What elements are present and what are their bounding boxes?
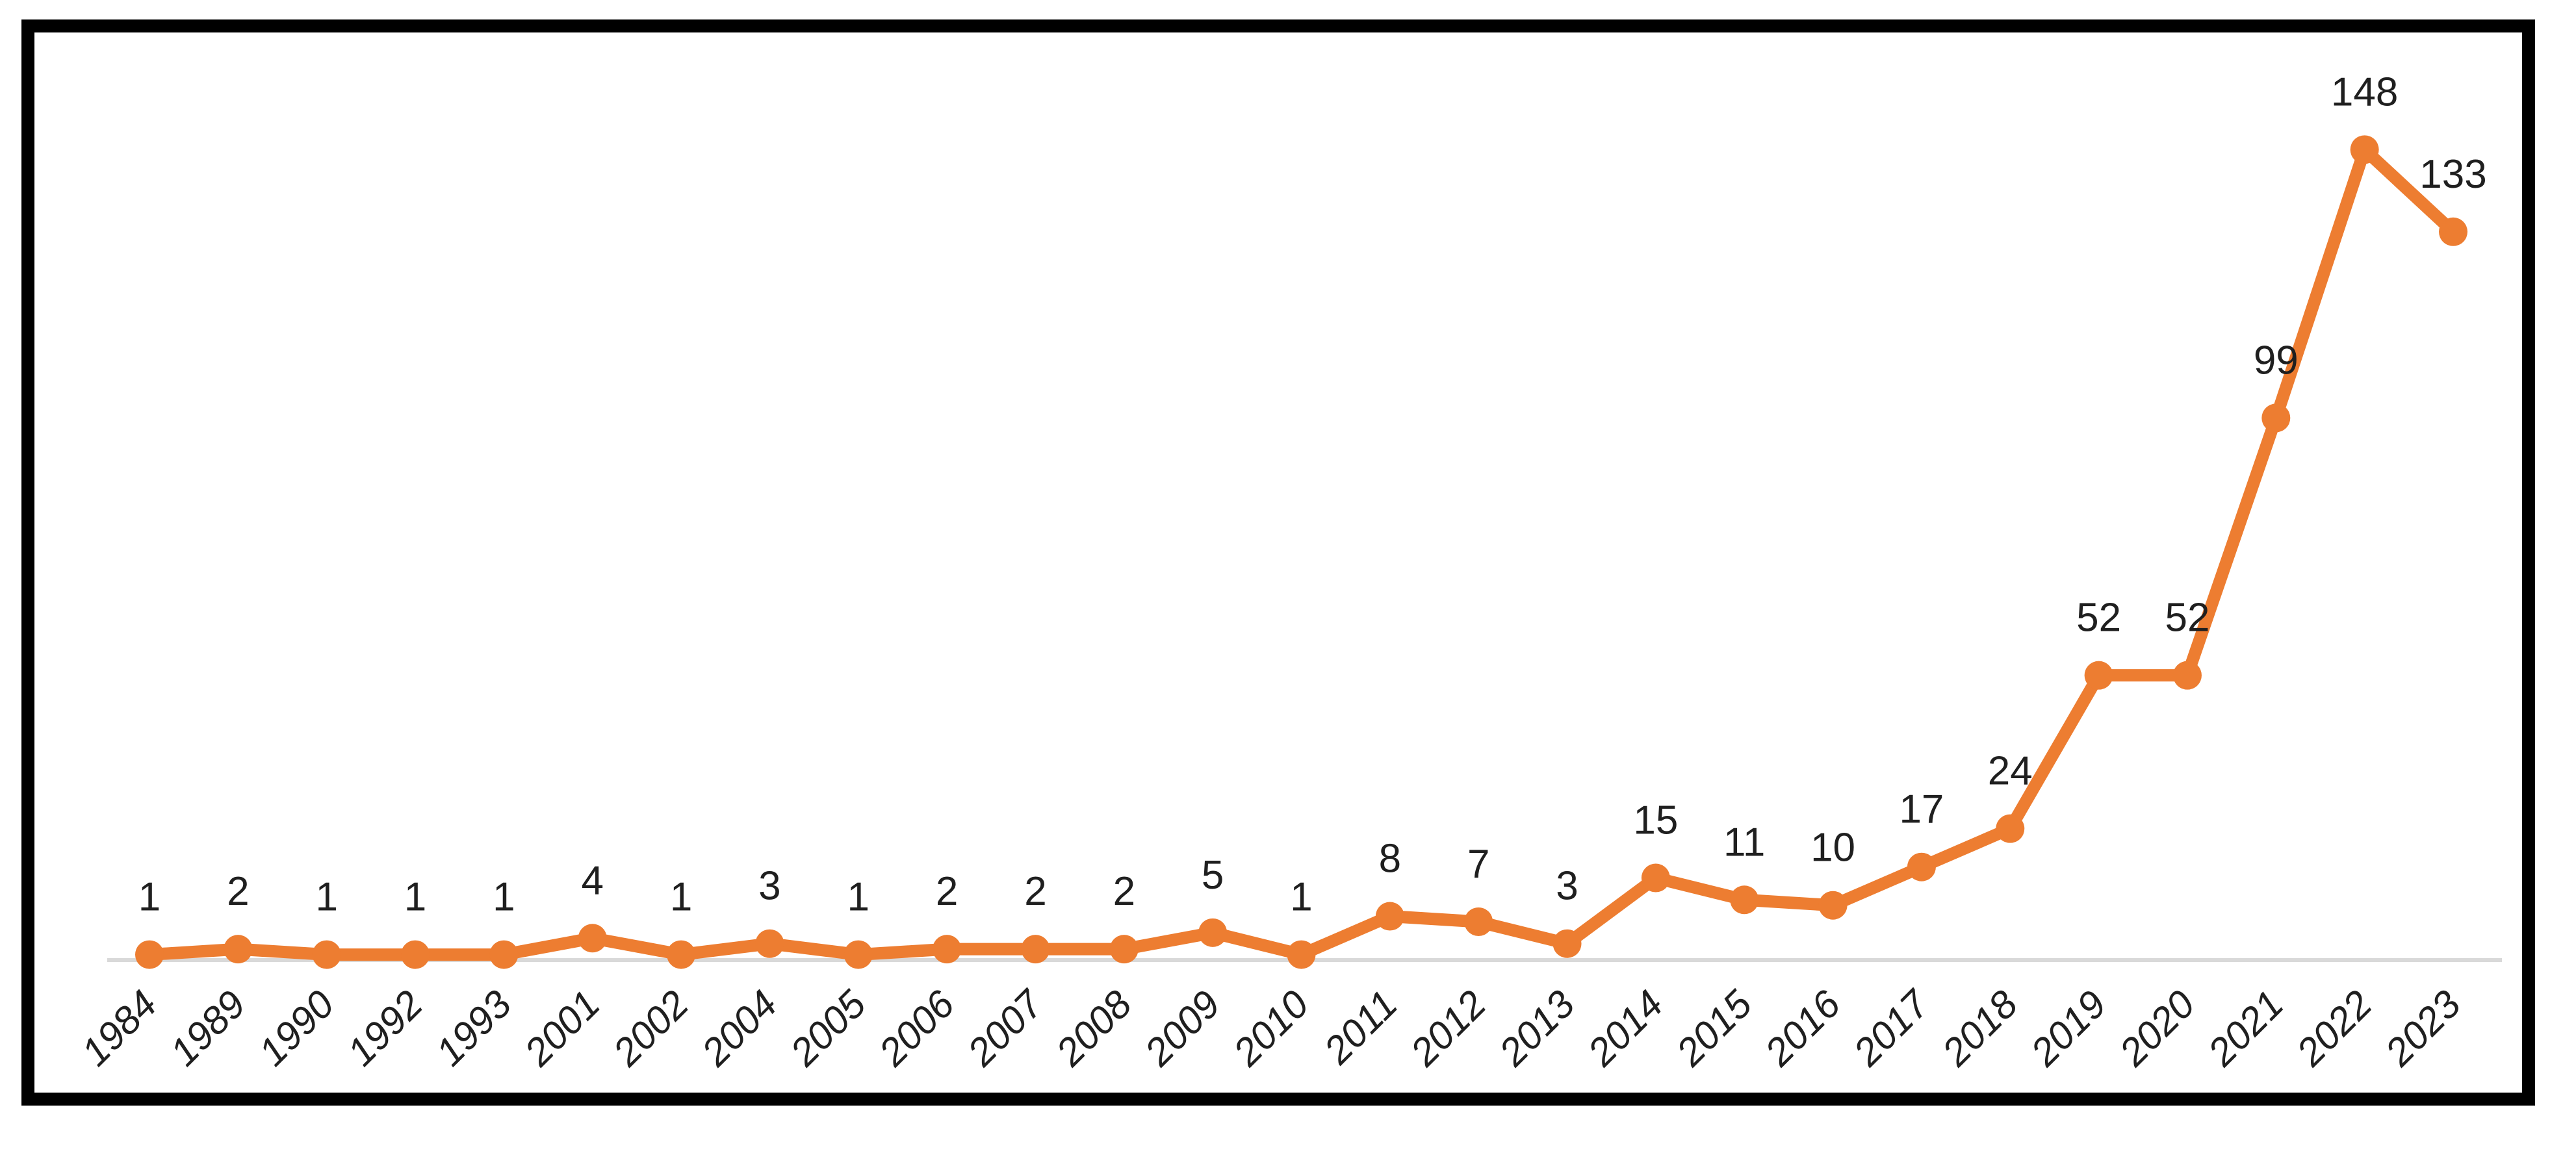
data-point-marker <box>1287 940 1316 969</box>
data-label: 1 <box>138 875 161 920</box>
data-point-marker <box>1818 891 1848 920</box>
x-axis-label: 2023 <box>2376 982 2469 1074</box>
x-axis-label: 2012 <box>1402 982 1494 1074</box>
data-label: 15 <box>1633 798 1678 843</box>
x-axis-label: 1984 <box>73 982 165 1074</box>
data-label: 2 <box>936 869 958 914</box>
data-label: 1 <box>1290 875 1312 920</box>
data-label: 4 <box>581 858 603 903</box>
x-axis-label: 2015 <box>1668 982 1760 1074</box>
x-axis-label: 2009 <box>1136 982 1228 1074</box>
x-axis-label: 1993 <box>428 982 520 1074</box>
data-point-marker <box>1641 863 1670 893</box>
data-point-marker <box>135 940 164 969</box>
x-axis-label: 2013 <box>1490 982 1582 1074</box>
data-point-marker <box>755 929 784 958</box>
data-point-marker <box>2261 403 2291 433</box>
data-point-marker <box>224 935 253 964</box>
data-label: 10 <box>1810 826 1855 870</box>
data-label: 1 <box>847 875 869 920</box>
data-label: 1 <box>493 875 515 920</box>
data-point-marker <box>2172 661 2202 690</box>
x-axis-label: 2021 <box>2199 982 2291 1074</box>
data-point-marker <box>2350 135 2379 164</box>
x-axis-label: 1990 <box>250 982 342 1074</box>
data-label: 1 <box>315 875 337 920</box>
x-axis-labels: 1984198919901992199320012002200420052006… <box>73 981 2469 1074</box>
data-point-marker <box>844 940 873 969</box>
series-line <box>143 143 2460 961</box>
x-axis-label: 2019 <box>2022 982 2114 1074</box>
x-axis-label: 2014 <box>1579 982 1671 1074</box>
x-axis-label: 2020 <box>2111 982 2203 1074</box>
data-point-marker <box>1109 935 1139 964</box>
x-axis-label: 2005 <box>781 982 874 1074</box>
data-point-marker <box>1730 885 1759 915</box>
data-point-marker <box>2439 217 2467 246</box>
x-axis-label: 2006 <box>870 982 963 1074</box>
data-point-marker <box>1021 935 1050 964</box>
series-line-group <box>143 143 2460 961</box>
data-point-marker <box>489 940 519 969</box>
x-axis-label: 2001 <box>515 982 608 1074</box>
data-label: 148 <box>2331 70 2398 114</box>
data-point-marker <box>312 940 341 969</box>
chart-frame <box>21 19 2535 1106</box>
x-axis-label: 1989 <box>162 982 254 1074</box>
data-label: 133 <box>2419 152 2486 197</box>
data-label: 2 <box>227 869 249 914</box>
x-axis-label: 2017 <box>1845 981 1938 1074</box>
data-label: 52 <box>2076 596 2121 640</box>
x-axis-label: 1992 <box>339 982 431 1074</box>
data-label: 24 <box>1988 749 2033 794</box>
data-label: 2 <box>1024 869 1046 914</box>
x-axis-label: 2010 <box>1224 982 1317 1074</box>
data-point-marker <box>578 924 607 953</box>
data-label: 7 <box>1467 842 1489 887</box>
x-axis-label: 2004 <box>693 982 785 1074</box>
data-point-markers <box>135 135 2467 969</box>
data-point-marker <box>1464 907 1493 936</box>
data-label: 99 <box>2254 338 2299 383</box>
data-point-marker <box>667 940 696 969</box>
data-label: 52 <box>2165 596 2209 640</box>
x-axis-label: 2002 <box>604 982 697 1074</box>
x-axis-label: 2008 <box>1048 982 1140 1074</box>
data-point-marker <box>1996 814 2025 843</box>
x-axis-label: 2011 <box>1315 982 1406 1072</box>
data-label: 5 <box>1202 853 1224 898</box>
data-label: 3 <box>1556 864 1578 909</box>
data-label: 11 <box>1723 820 1765 865</box>
data-label: 8 <box>1379 837 1401 881</box>
data-label: 3 <box>758 864 780 909</box>
x-axis-label: 2018 <box>1933 982 2026 1074</box>
data-point-marker <box>1198 918 1228 947</box>
x-axis-label: 2007 <box>959 981 1052 1074</box>
data-label: 17 <box>1899 787 1944 832</box>
data-label: 2 <box>1113 869 1135 914</box>
data-label: 1 <box>670 875 692 920</box>
data-point-marker <box>1907 852 1936 881</box>
data-point-marker <box>1375 902 1404 931</box>
x-axis-label: 2022 <box>2287 982 2380 1074</box>
x-axis-label: 2016 <box>1756 982 1849 1074</box>
data-label: 1 <box>404 875 426 920</box>
data-point-marker <box>1552 929 1582 958</box>
data-point-marker <box>401 940 430 969</box>
data-point-marker <box>933 935 962 964</box>
data-point-marker <box>2084 661 2113 690</box>
